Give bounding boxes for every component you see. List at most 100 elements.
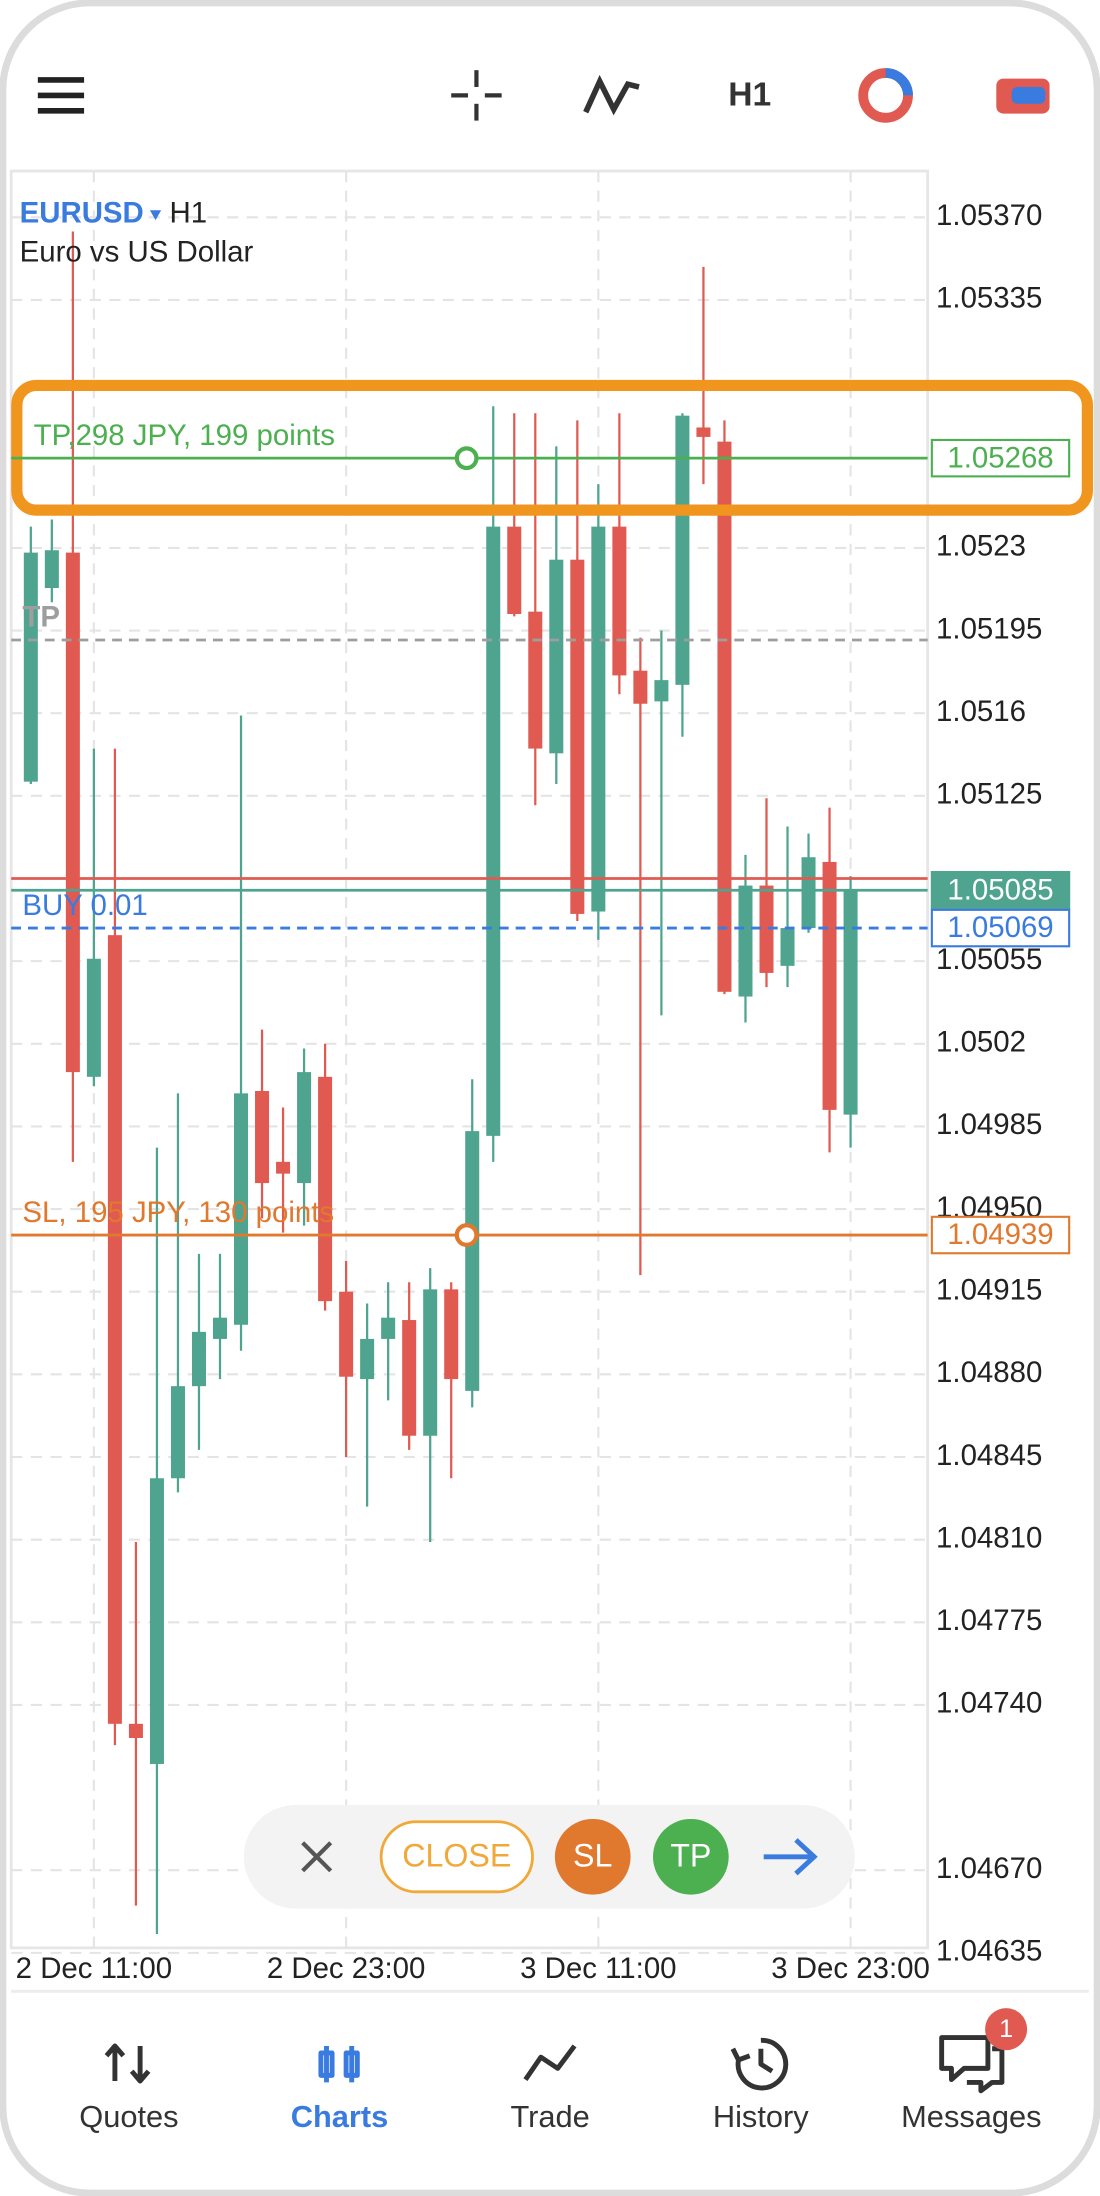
plot-area	[9, 169, 930, 1950]
y-tick-label: 1.05370	[936, 199, 1042, 232]
nav-label[interactable]: Messages	[901, 2099, 1041, 2134]
candle-body	[128, 1723, 143, 1739]
x-tick-label: 2 Dec 11:00	[16, 1952, 172, 1985]
tp-button[interactable]	[652, 1818, 729, 1895]
candle-body	[297, 1072, 312, 1184]
candle-body	[759, 885, 774, 973]
indicators-button[interactable]	[583, 74, 640, 116]
price-box-label: 1.05268	[947, 441, 1053, 474]
nav-icon[interactable]	[730, 2037, 789, 2091]
candle-body	[780, 928, 795, 966]
candle-body	[801, 857, 816, 929]
price-box	[930, 871, 1071, 910]
candle-body	[339, 1291, 354, 1377]
nav-label[interactable]: Charts	[291, 2099, 389, 2134]
y-tick-label: 1.05195	[936, 612, 1042, 645]
nav-label[interactable]: Trade	[510, 2099, 589, 2134]
candle-body	[65, 552, 80, 1073]
candle-body	[717, 441, 732, 992]
next-button[interactable]	[763, 1838, 818, 1876]
symbol[interactable]: EURUSD	[20, 196, 144, 229]
candle-body	[276, 1161, 291, 1174]
badge-count: 1	[999, 2015, 1013, 2043]
price-box-label: 1.05069	[947, 911, 1053, 944]
candle-body	[44, 550, 59, 589]
y-tick-label: 1.04985	[936, 1108, 1042, 1141]
price-box	[930, 908, 1071, 948]
candle-body	[549, 559, 564, 754]
order-bar: CLOSE SL TP	[243, 1804, 855, 1909]
candle-body	[23, 552, 38, 782]
price-line-label: TP,298 JPY, 199 points	[34, 419, 335, 452]
nav-icon[interactable]	[104, 2043, 151, 2084]
close-button[interactable]	[379, 1820, 534, 1894]
candle-body	[170, 1386, 185, 1479]
y-tick-label: 1.04635	[936, 1935, 1042, 1968]
price-box-label: 1.05085	[947, 873, 1053, 906]
y-tick-label: 1.0523	[936, 530, 1026, 563]
price-box	[930, 1215, 1071, 1255]
y-tick-label: 1.04810	[936, 1521, 1042, 1554]
candle-body	[528, 611, 543, 749]
candle-body	[212, 1317, 228, 1339]
y-tick-label: 1.05335	[936, 282, 1042, 315]
candle-body	[675, 415, 690, 685]
nav-icon[interactable]	[318, 2045, 360, 2083]
trade-levels-button[interactable]	[858, 68, 913, 123]
y-tick-label: 1.05055	[936, 943, 1042, 976]
close-x[interactable]	[301, 1841, 333, 1873]
candle-body	[822, 861, 837, 1110]
drag-handle[interactable]	[454, 446, 479, 471]
candle-body	[696, 427, 711, 437]
x-tick-label: 3 Dec 23:00	[771, 1952, 930, 1985]
one-click-button[interactable]	[996, 78, 1050, 114]
y-tick-label: 1.04845	[936, 1439, 1042, 1472]
candle-body	[465, 1131, 480, 1391]
candle-body	[318, 1076, 333, 1302]
highlight-box	[11, 379, 1093, 516]
nav-label[interactable]: History	[713, 2099, 809, 2134]
candle-body	[843, 890, 858, 1115]
y-tick-label: 1.04915	[936, 1273, 1042, 1306]
sl-label: SL	[573, 1838, 612, 1874]
timeframe-button[interactable]: H1	[728, 77, 771, 114]
order-bar-bg	[243, 1804, 855, 1909]
price-box	[930, 438, 1071, 478]
y-tick-label: 1.04670	[936, 1852, 1042, 1885]
tp-label: TP	[670, 1838, 711, 1874]
symbol-dropdown[interactable]	[149, 210, 162, 221]
candle-body	[191, 1331, 206, 1387]
price-line-label: SL, 195 JPY, 130 points	[22, 1196, 334, 1229]
candle-body	[444, 1289, 459, 1380]
y-tick-label: 1.0516	[936, 695, 1026, 728]
candle-body	[612, 526, 627, 676]
nav-icon[interactable]	[523, 2044, 577, 2081]
badge	[985, 2008, 1028, 2051]
candle-body	[507, 526, 522, 615]
candle-body	[654, 680, 669, 702]
candle-body	[255, 1090, 270, 1184]
nav-label[interactable]: Quotes	[79, 2099, 178, 2134]
menu-button[interactable]	[37, 77, 85, 114]
candle-body	[570, 559, 585, 914]
candle-body	[360, 1338, 375, 1380]
drag-handle[interactable]	[454, 1223, 479, 1247]
x-tick-label: 2 Dec 23:00	[267, 1952, 426, 1985]
crosshair-button[interactable]	[451, 70, 502, 121]
candle-body	[591, 526, 606, 912]
candle-body	[402, 1320, 417, 1436]
chart-timeframe: H1	[170, 196, 208, 229]
price-line-label: BUY 0.01	[22, 889, 147, 922]
bottom-nav: Quotes Charts Trade History Messages 1	[79, 2008, 1042, 2134]
candle-body	[633, 670, 648, 704]
y-tick-label: 1.0502	[936, 1026, 1026, 1059]
candle-body	[149, 1478, 164, 1764]
sl-button[interactable]	[554, 1818, 631, 1895]
candle-body	[381, 1317, 396, 1339]
x-tick-label: 3 Dec 11:00	[520, 1952, 676, 1985]
price-line-label: TP	[22, 601, 60, 634]
y-tick-label: 1.04775	[936, 1604, 1042, 1637]
close-label: CLOSE	[402, 1838, 511, 1874]
